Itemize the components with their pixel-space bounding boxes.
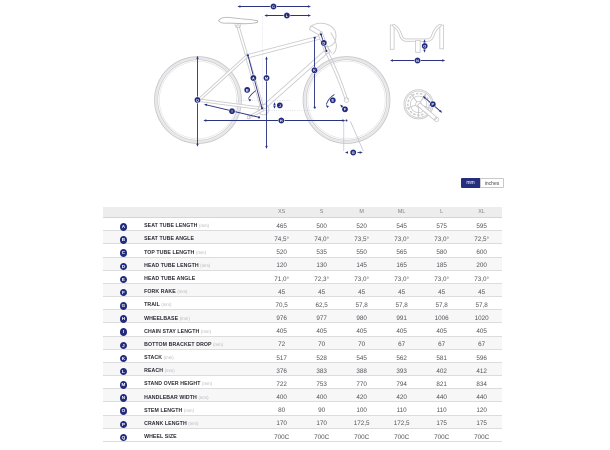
svg-text:M: M [265,76,268,80]
svg-text:N: N [416,59,419,63]
svg-text:G: G [352,151,355,155]
svg-text:O: O [423,44,426,48]
svg-text:F: F [344,108,347,112]
svg-text:L: L [286,14,289,18]
svg-text:H: H [280,119,283,123]
svg-text:Q: Q [196,98,199,102]
svg-text:P: P [432,103,435,107]
svg-text:E: E [332,99,335,103]
svg-text:I: I [231,110,232,114]
svg-text:B: B [246,88,249,92]
svg-text:J: J [279,104,281,108]
svg-text:D: D [322,41,325,45]
svg-text:A: A [252,76,255,80]
svg-text:C: C [272,5,275,9]
svg-text:K: K [313,69,316,73]
